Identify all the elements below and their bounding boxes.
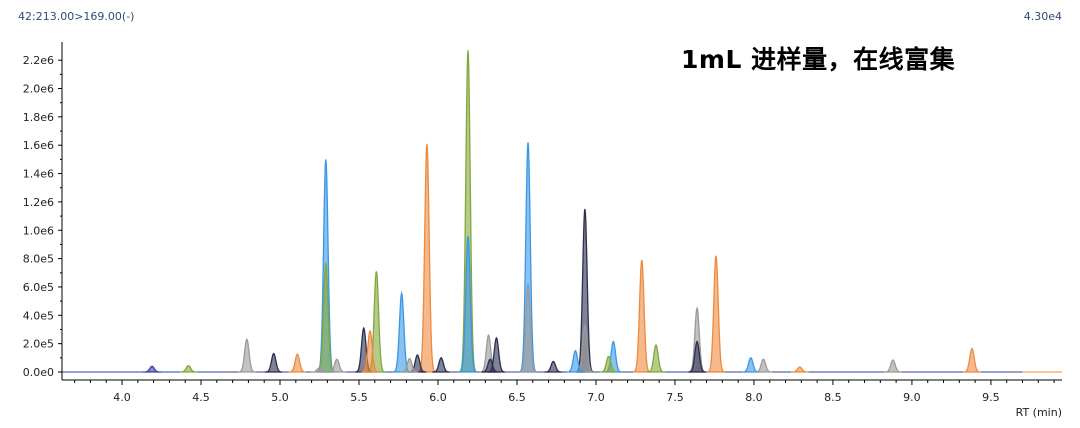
x-tick-label: 6.5: [508, 391, 526, 404]
y-tick-label: 2.2e6: [23, 54, 54, 67]
trace-label: 42:213.00>169.00(-): [18, 10, 135, 23]
chromatogram-peak: [519, 283, 537, 373]
chromatogram-peak: [632, 259, 651, 373]
max-intensity-label: 4.30e4: [1023, 10, 1062, 23]
x-tick-label: 9.0: [903, 391, 921, 404]
x-tick-label: 4.0: [113, 391, 131, 404]
chromatogram-peak: [790, 366, 809, 373]
y-tick-label: 1.0e6: [23, 224, 54, 237]
y-tick-label: 1.4e6: [23, 168, 54, 181]
chromatogram-peak: [288, 353, 307, 373]
x-tick-label: 5.0: [271, 391, 289, 404]
chromatogram-peak: [459, 235, 477, 373]
chromatogram-peak: [519, 142, 538, 373]
chromatogram-peak: [647, 344, 665, 373]
chromatogram-peak: [328, 358, 346, 373]
y-tick-label: 6.0e5: [23, 281, 54, 294]
chromatogram-peak: [310, 367, 329, 373]
x-tick-label: 4.5: [192, 391, 210, 404]
y-tick-label: 1.8e6: [23, 111, 54, 124]
x-tick-label: 8.0: [745, 391, 763, 404]
x-tick-label: 5.5: [350, 391, 368, 404]
chromatogram-peak: [400, 357, 419, 373]
x-tick-label: 6.0: [429, 391, 447, 404]
chromatogram-peak: [707, 255, 725, 373]
y-axis-ticks: 0.0e0 2.0e5 4.0e5 6.0e5 8.0e5 1.0e6 1.2e6 1.4e6…: [23, 54, 62, 379]
chromatogram-peak: [237, 338, 256, 373]
chromatogram-peak: [754, 358, 773, 373]
x-tick-label: 7.0: [587, 391, 605, 404]
chromatogram-peak: [566, 349, 585, 373]
x-tick-label: 7.5: [666, 391, 684, 404]
chromatogram-peak: [963, 347, 981, 373]
chromatogram-peak: [544, 360, 563, 373]
y-tick-label: 8.0e5: [23, 253, 54, 266]
chromatogram-peak: [143, 365, 161, 373]
chromatogram-peak: [481, 358, 499, 373]
peaks-layer: [62, 50, 1062, 373]
y-tick-label: 2.0e6: [23, 83, 54, 96]
chromatogram-peak: [361, 329, 379, 373]
chromatogram-peak: [599, 355, 618, 373]
chromatogram-peak: [884, 359, 902, 373]
x-axis-label: RT (min): [1016, 406, 1062, 419]
chromatogram-peak: [264, 352, 283, 373]
x-axis-ticks: 4.0 4.5 5.0 5.5 6.0 6.5 7.0 7.5 8.0 8.5 9.0 9.5: [74, 380, 1055, 404]
chart-annotation: 1mL 进样量，在线富集: [681, 45, 956, 74]
chromatogram-peak: [741, 357, 760, 373]
y-tick-label: 1.2e6: [23, 196, 54, 209]
y-tick-label: 1.6e6: [23, 139, 54, 152]
chromatogram-peak: [458, 50, 478, 373]
chromatogram-peak: [432, 357, 451, 373]
chromatogram-peak: [179, 364, 198, 373]
y-tick-label: 0.0e0: [23, 366, 54, 379]
x-tick-label: 8.5: [824, 391, 842, 404]
y-tick-label: 4.0e5: [23, 309, 54, 322]
chromatogram-peak: [688, 340, 706, 373]
chromatogram-peak: [417, 143, 436, 373]
chromatogram-peak: [316, 262, 335, 373]
y-tick-label: 2.0e5: [23, 338, 54, 351]
x-tick-label: 9.5: [982, 391, 1000, 404]
